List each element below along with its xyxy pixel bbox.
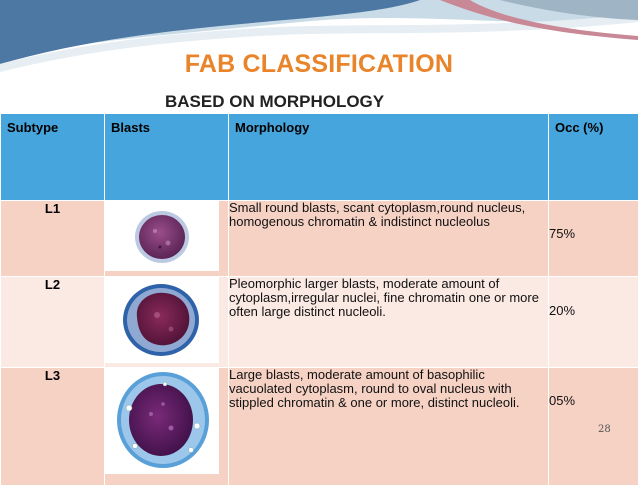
header-morphology: Morphology [229, 114, 549, 201]
occurrence-value: 20% [549, 277, 638, 318]
blast-image-cell [105, 201, 229, 277]
table-row: L2 Pleomorphic larger blasts, moderate a… [1, 277, 638, 368]
table-row: L1 Small round blasts, scant cytoplasm,r… [1, 201, 638, 277]
subtype-cell: L1 [1, 201, 105, 277]
occurrence-cell: 20% [549, 277, 638, 368]
header-subtype: Subtype [1, 114, 105, 201]
blast-image-cell [105, 368, 229, 486]
slide-title: FAB CLASSIFICATION [0, 50, 638, 79]
header-blasts: Blasts [105, 114, 229, 201]
blast-image-cell [105, 277, 229, 368]
header-occ: Occ (%) [549, 114, 638, 201]
page-number: 28 [598, 424, 611, 435]
table-header-row: Subtype Blasts Morphology Occ (%) [1, 114, 638, 201]
morphology-cell: Small round blasts, scant cytoplasm,roun… [229, 201, 549, 277]
fab-classification-table: Subtype Blasts Morphology Occ (%) L1 [0, 113, 638, 486]
occurrence-cell: 05% [549, 368, 638, 486]
morphology-cell: Pleomorphic larger blasts, moderate amou… [229, 277, 549, 368]
occurrence-cell: 75% [549, 201, 638, 277]
morphology-cell: Large blasts, moderate amount of basophi… [229, 368, 549, 486]
l1-blast-image [105, 201, 219, 271]
subtype-cell: L3 [1, 368, 105, 486]
slide-subtitle: BASED ON MORPHOLOGY [165, 92, 384, 112]
subtype-cell: L2 [1, 277, 105, 368]
l3-blast-image [105, 368, 219, 474]
occurrence-value: 75% [549, 201, 638, 241]
table-row: L3 [1, 368, 638, 486]
l2-blast-image [105, 277, 219, 363]
occurrence-value: 05% [549, 368, 638, 408]
